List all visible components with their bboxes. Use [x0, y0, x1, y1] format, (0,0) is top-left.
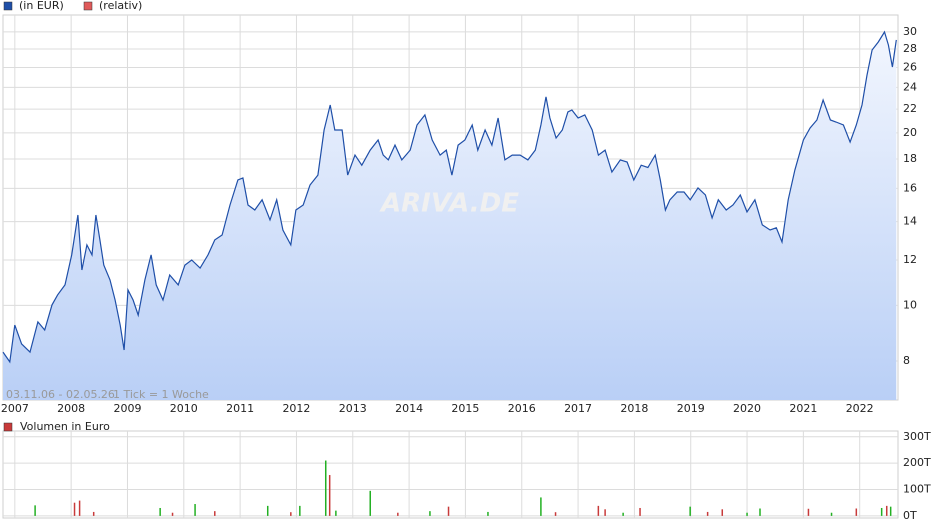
- volume-bar: [397, 512, 399, 516]
- y-tick-label: 10: [903, 298, 917, 311]
- legend-swatch: [83, 1, 93, 11]
- x-tick-label: 2015: [451, 402, 479, 415]
- volume-plot-frame: [2, 430, 899, 519]
- volume-bar: [554, 512, 557, 516]
- date-range: 03.11.06 - 02.05.26: [6, 388, 115, 401]
- y-tick-label: 22: [903, 102, 917, 115]
- x-tick-label: 2022: [846, 402, 874, 415]
- x-tick-label: 2009: [113, 402, 141, 415]
- y-tick-label: 26: [903, 60, 917, 73]
- volume-bar: [194, 504, 196, 516]
- y-tick-label: 18: [903, 152, 917, 165]
- volume-bar: [92, 511, 95, 516]
- x-tick-label: 2007: [1, 402, 29, 415]
- volume-bar: [880, 507, 883, 516]
- volume-bar: [447, 506, 450, 516]
- volume-bar: [706, 511, 709, 516]
- volume-bar: [807, 508, 810, 516]
- x-tick-label: 2018: [620, 402, 648, 415]
- price-area: [3, 32, 897, 400]
- y-tick-label: 0T: [903, 509, 917, 522]
- price-layer: [2, 15, 898, 400]
- tick-info: 1 Tick = 1 Woche: [113, 388, 209, 401]
- volume-bar: [604, 509, 606, 516]
- x-tick-label: 2017: [564, 402, 592, 415]
- volume-bar: [759, 508, 761, 516]
- price-line: [2, 30, 897, 364]
- y-tick-label: 200T: [903, 456, 931, 469]
- volume-legend: Volumen in Euro: [20, 420, 110, 433]
- volume-bar: [34, 505, 36, 516]
- volume-bar: [290, 512, 292, 516]
- y-tick-label: 24: [903, 80, 917, 93]
- volume-bar: [689, 506, 691, 516]
- volume-bar: [73, 502, 76, 516]
- volume-bar: [171, 512, 174, 516]
- volume-bar: [540, 497, 542, 516]
- y-tick-label: 16: [903, 181, 917, 194]
- y-tick-label: 14: [903, 215, 917, 228]
- volume-bar: [830, 512, 833, 516]
- volume-bar: [214, 511, 216, 516]
- y-tick-label: 8: [903, 354, 910, 367]
- legend-label: (relativ): [99, 0, 142, 12]
- x-tick-label: 2016: [508, 402, 536, 415]
- volume-bar: [746, 512, 748, 516]
- volume-bar: [78, 500, 81, 516]
- y-tick-label: 30: [903, 25, 917, 38]
- x-tick-label: 2021: [789, 402, 817, 415]
- volume-bar: [721, 509, 724, 516]
- volume-bar: [335, 510, 337, 516]
- x-tick-label: 2010: [170, 402, 198, 415]
- y-tick-label: 300T: [903, 430, 931, 443]
- volume-bar: [159, 507, 161, 516]
- volume-bar: [639, 507, 641, 516]
- x-tick-label: 2012: [282, 402, 310, 415]
- volume-bar: [597, 505, 600, 516]
- volume-bar: [324, 460, 327, 516]
- x-tick-label: 2020: [733, 402, 761, 415]
- legend-swatch: [3, 1, 13, 11]
- volume-bar: [622, 512, 624, 516]
- volume-bar: [369, 490, 371, 516]
- legend-swatch: [3, 422, 13, 432]
- y-tick-label: 12: [903, 253, 917, 266]
- volume-bar: [885, 505, 888, 516]
- y-tick-label: 20: [903, 126, 917, 139]
- x-tick-label: 2013: [339, 402, 367, 415]
- x-tick-label: 2011: [226, 402, 254, 415]
- y-tick-label: 100T: [903, 483, 931, 496]
- volume-layer: [3, 431, 898, 518]
- volume-bar: [328, 475, 331, 516]
- volume-bar: [429, 511, 431, 516]
- x-tick-label: 2019: [677, 402, 705, 415]
- volume-bar: [299, 505, 301, 516]
- watermark: ARIVA.DE: [379, 189, 519, 219]
- volume-bar: [266, 505, 269, 516]
- volume-bar: [855, 508, 858, 516]
- volume-bar: [487, 511, 489, 516]
- legend-label: (in EUR): [19, 0, 64, 12]
- volume-bar: [889, 506, 892, 516]
- x-tick-label: 2014: [395, 402, 423, 415]
- y-tick-label: 28: [903, 42, 917, 55]
- x-tick-label: 2008: [57, 402, 85, 415]
